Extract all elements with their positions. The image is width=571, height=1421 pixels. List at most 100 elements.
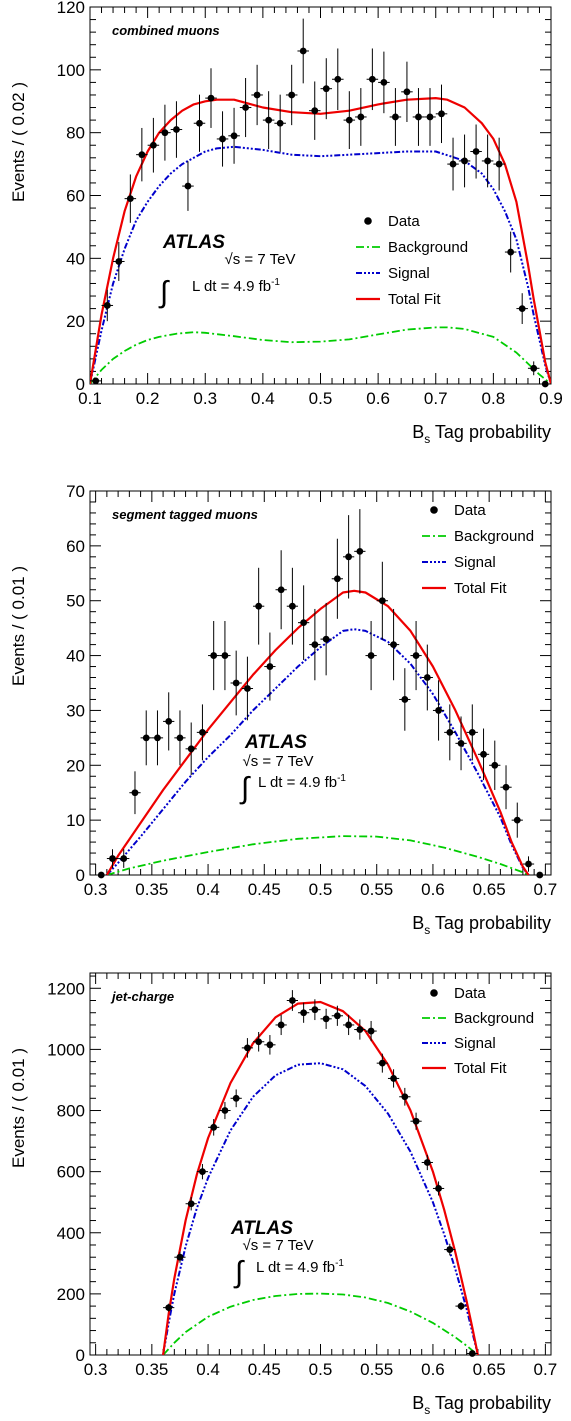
- data-point: [138, 151, 146, 159]
- data-point: [300, 619, 308, 627]
- x-axis-label: Bs Tag probability: [412, 913, 551, 937]
- data-point: [187, 1200, 195, 1208]
- data-point: [401, 1093, 409, 1101]
- data-point: [457, 1302, 465, 1310]
- data-point: [288, 602, 296, 610]
- data-point: [536, 871, 544, 879]
- y-tick-label: 0: [76, 375, 85, 394]
- data-point: [435, 707, 442, 714]
- x-tick-label: 0.4: [196, 880, 220, 899]
- y-axis-label: Events / ( 0.01 ): [9, 1048, 28, 1168]
- curves: [105, 589, 530, 875]
- x-tick-label: 0.45: [248, 880, 281, 899]
- background-curve: [106, 835, 529, 875]
- x-tick-label: 0.3: [193, 389, 217, 408]
- data-point: [288, 997, 296, 1004]
- data-point: [518, 305, 526, 312]
- y-tick-label: 60: [66, 537, 85, 556]
- data-point: [288, 91, 296, 99]
- data-point: [322, 1015, 330, 1023]
- data-point: [126, 195, 134, 203]
- x-tick-label: 0.55: [360, 880, 393, 899]
- y-tick-label: 40: [66, 249, 85, 268]
- data-point: [333, 1012, 341, 1020]
- data-point: [412, 652, 420, 659]
- atlas-label: ATLAS: [244, 732, 307, 753]
- data-point: [541, 380, 549, 388]
- y-axis-label: Events / ( 0.02 ): [9, 82, 28, 202]
- x-tick-label: 0.55: [360, 1360, 393, 1379]
- data-point: [199, 728, 206, 736]
- x-tick-label: 0.2: [136, 389, 160, 408]
- data-point: [207, 94, 215, 102]
- data-point: [368, 75, 376, 83]
- data-point: [435, 1185, 442, 1192]
- total-fit-curve: [162, 1000, 479, 1355]
- x-tick-label: 0.7: [424, 389, 448, 408]
- data-point: [277, 586, 285, 594]
- luminosity-label: L dt = 4.9 fb-1: [192, 277, 280, 295]
- data-point: [265, 116, 273, 124]
- legend-label: Data: [454, 985, 486, 1002]
- data-point: [491, 761, 499, 769]
- data-point: [142, 734, 150, 742]
- data-point: [446, 1246, 454, 1253]
- data-point: [115, 258, 123, 265]
- legend-label: Data: [388, 213, 420, 230]
- y-tick-label: 0: [76, 1346, 85, 1365]
- energy-label: √s = 7 TeV: [225, 251, 296, 268]
- x-tick-label: 0.45: [248, 1360, 281, 1379]
- y-tick-label: 1200: [47, 979, 85, 998]
- legend-label: Background: [388, 239, 468, 256]
- plot-frame: [89, 6, 552, 385]
- data-point: [345, 553, 353, 561]
- plot-frame: [89, 972, 552, 1356]
- background-curve: [162, 1292, 479, 1355]
- x-tick-label: 0.4: [196, 1360, 220, 1379]
- background-curve: [90, 326, 551, 384]
- data-point: [109, 855, 116, 862]
- data-point: [392, 113, 399, 121]
- data-point: [266, 663, 274, 670]
- x-tick-label: 0.3: [84, 1360, 108, 1379]
- data-point: [255, 1038, 263, 1046]
- data-point: [513, 816, 521, 824]
- panel-label: combined muons: [112, 23, 220, 38]
- legend: Data Background Signal Total Fit: [422, 985, 534, 1077]
- y-tick-label: 1000: [47, 1040, 85, 1059]
- integral-sign: ∫: [239, 772, 251, 805]
- data-point: [242, 104, 249, 111]
- y-tick-label: 600: [57, 1163, 85, 1182]
- data-point: [472, 148, 480, 155]
- data-point: [378, 597, 386, 605]
- data-point: [484, 157, 492, 165]
- data-point: [230, 132, 238, 140]
- x-axis-label: Bs Tag probability: [412, 1393, 551, 1417]
- data-point: [244, 1044, 251, 1052]
- y-tick-label: 60: [66, 187, 85, 206]
- panel-label: jet-charge: [110, 989, 174, 1004]
- y-tick-label: 10: [66, 811, 85, 830]
- data-point: [333, 575, 341, 583]
- legend-label: Background: [454, 1010, 534, 1027]
- data-point: [210, 652, 218, 659]
- data-point: [199, 1168, 206, 1176]
- data-point: [507, 248, 515, 256]
- data-point: [92, 377, 100, 385]
- total-fit-curve: [105, 589, 530, 875]
- data-point: [187, 745, 195, 753]
- y-tick-label: 400: [57, 1224, 85, 1243]
- curves: [90, 96, 551, 384]
- data-point: [446, 728, 454, 736]
- data-point: [165, 1304, 173, 1312]
- y-tick-label: 40: [66, 647, 85, 666]
- data-point: [415, 113, 422, 121]
- x-tick-label: 0.9: [539, 389, 563, 408]
- legend-label: Signal: [388, 265, 430, 282]
- data-point: [322, 635, 330, 643]
- legend: Data Background Signal Total Fit: [356, 213, 468, 308]
- data-point: [221, 1107, 229, 1114]
- data-point: [255, 602, 263, 610]
- data-point: [468, 728, 476, 736]
